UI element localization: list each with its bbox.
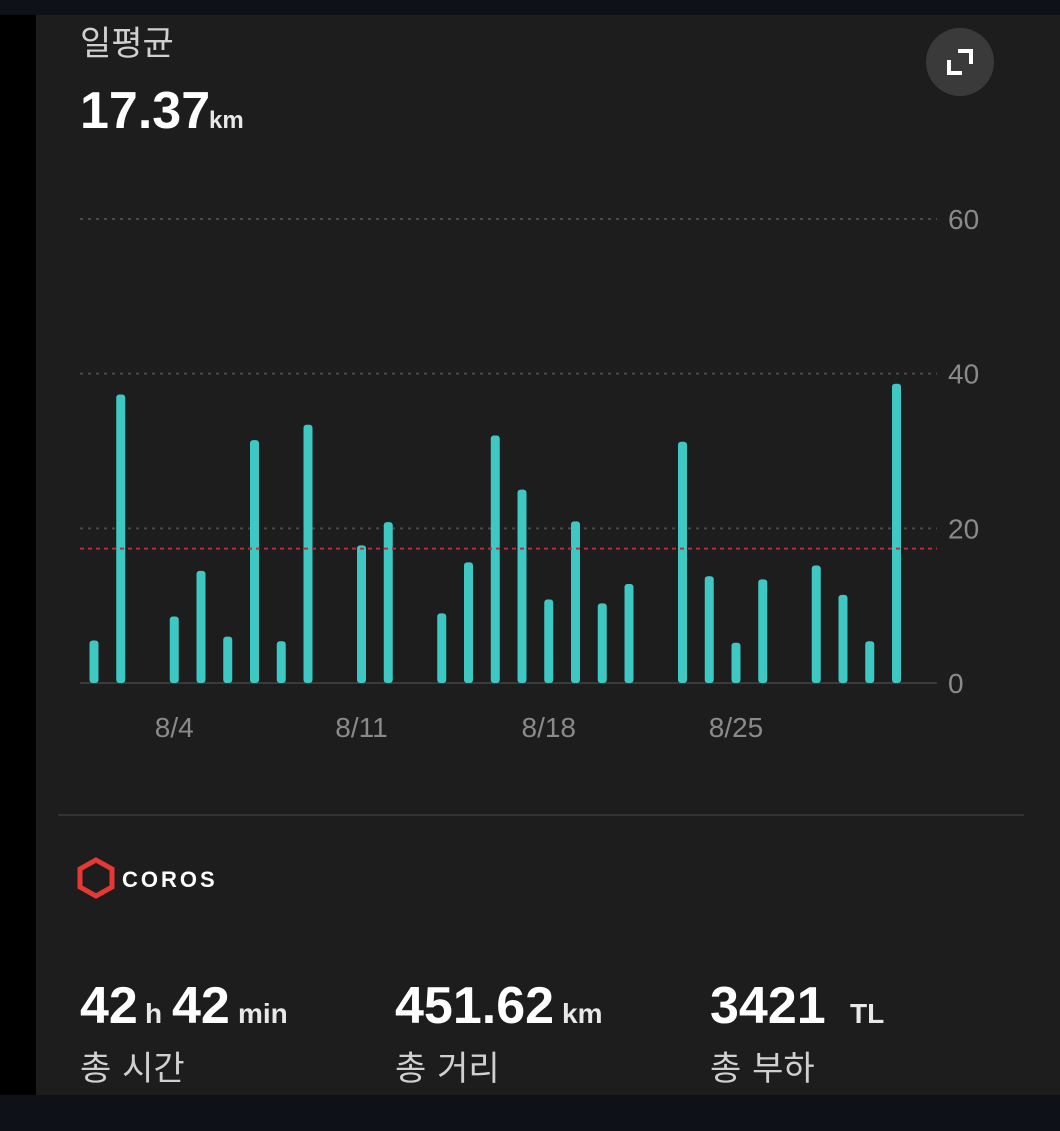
card	[36, 15, 1060, 1095]
bar	[169, 616, 179, 683]
stat-label: 총 거리	[395, 1049, 500, 1089]
x-tick-label: 8/18	[522, 712, 577, 743]
hours-value: 42	[80, 977, 138, 1035]
logo-text: COROS	[122, 867, 218, 892]
stat-label: 총 부하	[710, 1049, 815, 1089]
bar	[571, 521, 580, 683]
stat-label: 총 시간	[80, 1049, 185, 1089]
bar	[544, 599, 554, 683]
bar	[303, 424, 313, 683]
bar	[678, 441, 687, 683]
y-tick-label: 40	[948, 359, 979, 390]
avg-unit: km	[209, 107, 244, 134]
minutes-value: 42	[172, 977, 230, 1035]
bar	[624, 584, 634, 683]
bar	[517, 489, 527, 683]
distance-value: 451.62	[395, 977, 554, 1035]
hours-unit: h	[145, 998, 162, 1029]
avg-value: 17.37	[80, 82, 210, 140]
bar	[223, 636, 233, 683]
bar	[892, 383, 901, 683]
distance-unit: km	[562, 998, 602, 1029]
coros-logo: COROS	[77, 857, 218, 899]
load-unit: TL	[850, 998, 884, 1029]
expand-icon[interactable]	[947, 49, 973, 75]
load-value: 3421	[710, 977, 826, 1035]
bar	[758, 579, 768, 683]
bar	[196, 570, 206, 683]
y-tick-label: 60	[948, 204, 979, 235]
minutes-unit: min	[238, 998, 288, 1029]
y-tick-label: 20	[948, 513, 979, 544]
bar	[597, 603, 607, 683]
bar	[464, 562, 473, 683]
bar	[89, 640, 99, 683]
left-edge	[0, 15, 36, 1095]
bar	[383, 522, 393, 683]
bar	[116, 394, 126, 683]
y-tick-label: 0	[948, 668, 964, 699]
bar	[276, 641, 286, 683]
x-tick-label: 8/11	[335, 712, 387, 743]
bar	[357, 545, 366, 683]
x-tick-label: 8/4	[155, 712, 194, 743]
bar	[704, 576, 714, 683]
avg-label: 일평균	[80, 24, 174, 64]
bar	[490, 435, 500, 683]
bar	[838, 594, 848, 683]
bar	[437, 613, 447, 683]
expand-button[interactable]	[926, 28, 994, 96]
expand-circle[interactable]	[926, 28, 994, 96]
bar	[811, 565, 821, 683]
bar	[865, 641, 875, 683]
x-tick-label: 8/25	[709, 712, 764, 743]
bar	[731, 642, 741, 683]
logo-icon	[77, 857, 115, 899]
bar	[250, 440, 259, 683]
